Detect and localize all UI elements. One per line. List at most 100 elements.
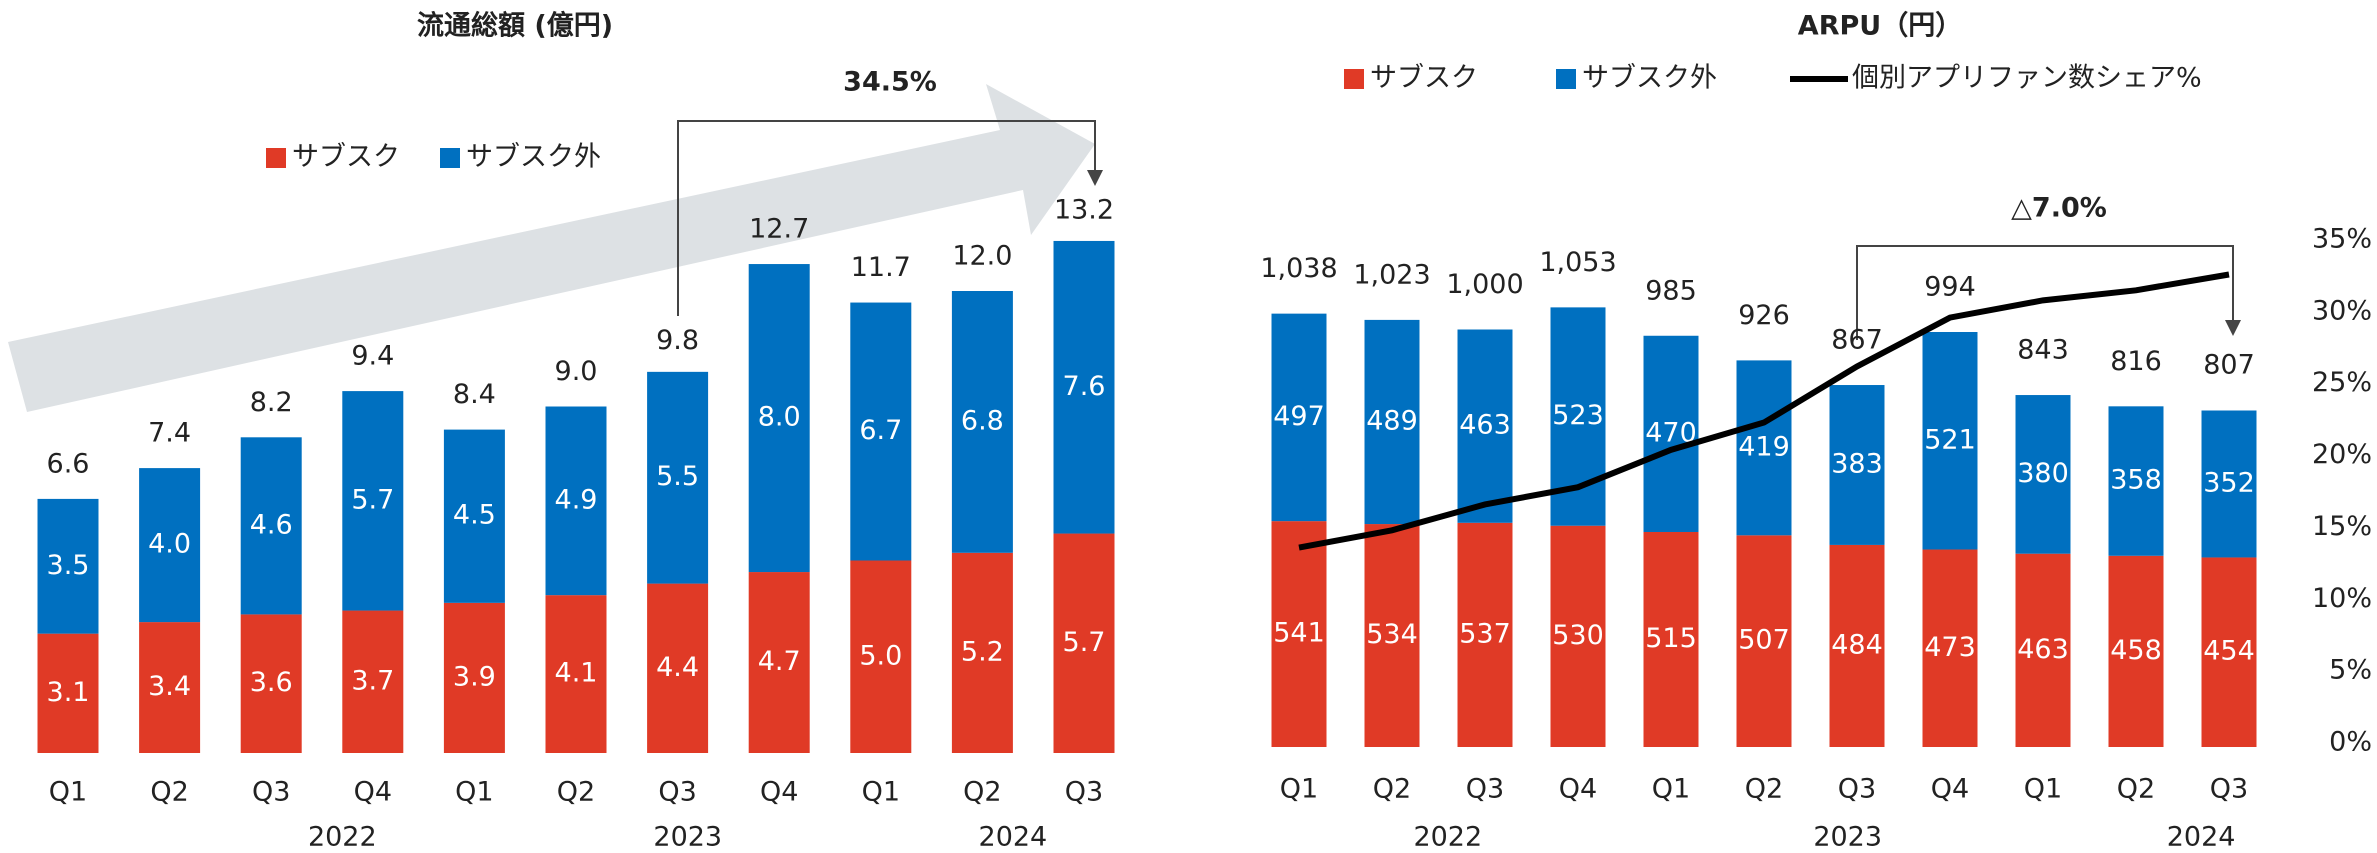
bar	[647, 371, 709, 584]
data-label: 534	[1366, 619, 1418, 650]
legend-swatch	[1344, 69, 1364, 89]
bar	[1271, 313, 1327, 522]
data-label: 523	[1552, 400, 1604, 431]
y2-tick-label: 15%	[2312, 511, 2372, 542]
bar	[2015, 395, 2071, 554]
total-label: 7.4	[148, 418, 191, 449]
bar	[1643, 531, 1699, 747]
data-label: 537	[1459, 618, 1511, 649]
data-label: 8.0	[758, 402, 801, 433]
data-label: 4.5	[453, 500, 496, 531]
bar	[37, 498, 99, 634]
data-label: 530	[1552, 620, 1604, 651]
x-tick-label: Q1	[1280, 774, 1318, 805]
year-label: 2022	[1413, 822, 1482, 853]
bar	[1736, 360, 1792, 536]
x-tick-label: Q2	[1745, 774, 1783, 805]
total-label: 985	[1645, 275, 1697, 306]
data-label: 4.7	[758, 646, 801, 677]
legend-label: サブスク	[1370, 63, 1478, 94]
bar	[1829, 385, 1885, 545]
bar	[1922, 549, 1978, 747]
legend-swatch	[266, 148, 286, 168]
data-label: 458	[2110, 635, 2162, 666]
y2-tick-label: 30%	[2312, 295, 2372, 326]
annotation: △7.0%	[2011, 193, 2107, 224]
x-tick-label: Q3	[2210, 774, 2248, 805]
arrow-head	[2225, 320, 2241, 336]
bar	[850, 560, 912, 753]
x-tick-label: Q2	[2117, 774, 2155, 805]
bar	[1457, 329, 1513, 523]
data-label: 5.7	[351, 484, 394, 515]
bar	[37, 633, 99, 753]
bar	[545, 406, 607, 596]
y2-tick-label: 0%	[2329, 727, 2372, 758]
data-label: 419	[1738, 431, 1790, 462]
legend-label: サブスク外	[1582, 63, 1717, 94]
bar	[1053, 533, 1115, 753]
bar	[2108, 555, 2164, 747]
data-label: 358	[2110, 465, 2162, 496]
year-label: 2023	[1813, 822, 1882, 853]
bar	[951, 291, 1013, 553]
bar	[1736, 535, 1792, 747]
data-label: 484	[1831, 629, 1883, 660]
total-label: 807	[2203, 350, 2255, 381]
data-label: 7.6	[1063, 371, 1106, 402]
bar	[545, 595, 607, 753]
x-tick-label: Q3	[1466, 774, 1504, 805]
total-label: 12.7	[749, 214, 809, 245]
data-label: 515	[1645, 623, 1697, 654]
total-label: 8.2	[250, 387, 293, 418]
legend-label: サブスク外	[466, 142, 601, 173]
x-tick-label: Q4	[354, 777, 392, 808]
data-label: 3.1	[47, 677, 90, 708]
data-label: 473	[1924, 632, 1976, 663]
data-label: 463	[1459, 410, 1511, 441]
data-label: 4.0	[148, 529, 191, 560]
total-label: 843	[2017, 335, 2069, 366]
bar	[1643, 335, 1699, 532]
data-label: 4.9	[555, 484, 598, 515]
data-label: 352	[2203, 467, 2255, 498]
bar	[139, 468, 201, 623]
total-label: 6.6	[47, 448, 90, 479]
data-label: 5.0	[859, 640, 902, 671]
bar	[748, 572, 810, 753]
data-label: 4.1	[555, 658, 598, 689]
bar	[240, 614, 302, 753]
total-label: 867	[1831, 325, 1883, 356]
bar	[1364, 319, 1420, 525]
y2-tick-label: 5%	[2329, 655, 2372, 686]
y2-tick-label: 35%	[2312, 224, 2372, 255]
bar	[951, 552, 1013, 753]
data-label: 4.6	[250, 509, 293, 540]
x-tick-label: Q1	[2024, 774, 2062, 805]
bar	[1364, 524, 1420, 747]
total-label: 12.0	[952, 241, 1012, 272]
bar	[1271, 521, 1327, 747]
bracket	[1856, 245, 2234, 340]
bar	[1053, 240, 1115, 534]
data-label: 3.5	[47, 550, 90, 581]
total-label: 1,000	[1446, 269, 1523, 300]
legend-label: サブスク	[292, 142, 400, 173]
trend-arrow	[8, 84, 1095, 412]
y2-tick-label: 20%	[2312, 439, 2372, 470]
x-tick-label: Q3	[658, 777, 696, 808]
legend-swatch	[440, 148, 460, 168]
bar	[342, 610, 404, 753]
total-label: 1,023	[1353, 259, 1430, 290]
chart-title: ARPU（円）	[1798, 11, 1962, 42]
data-label: 6.8	[961, 405, 1004, 436]
annotation: 34.5%	[843, 67, 937, 98]
total-label: 11.7	[851, 252, 911, 283]
total-label: 9.8	[656, 325, 699, 356]
bar	[1457, 522, 1513, 747]
bar	[2201, 410, 2257, 558]
x-tick-label: Q1	[1652, 774, 1690, 805]
y2-tick-label: 25%	[2312, 367, 2372, 398]
x-tick-label: Q2	[963, 777, 1001, 808]
bar	[342, 391, 404, 611]
